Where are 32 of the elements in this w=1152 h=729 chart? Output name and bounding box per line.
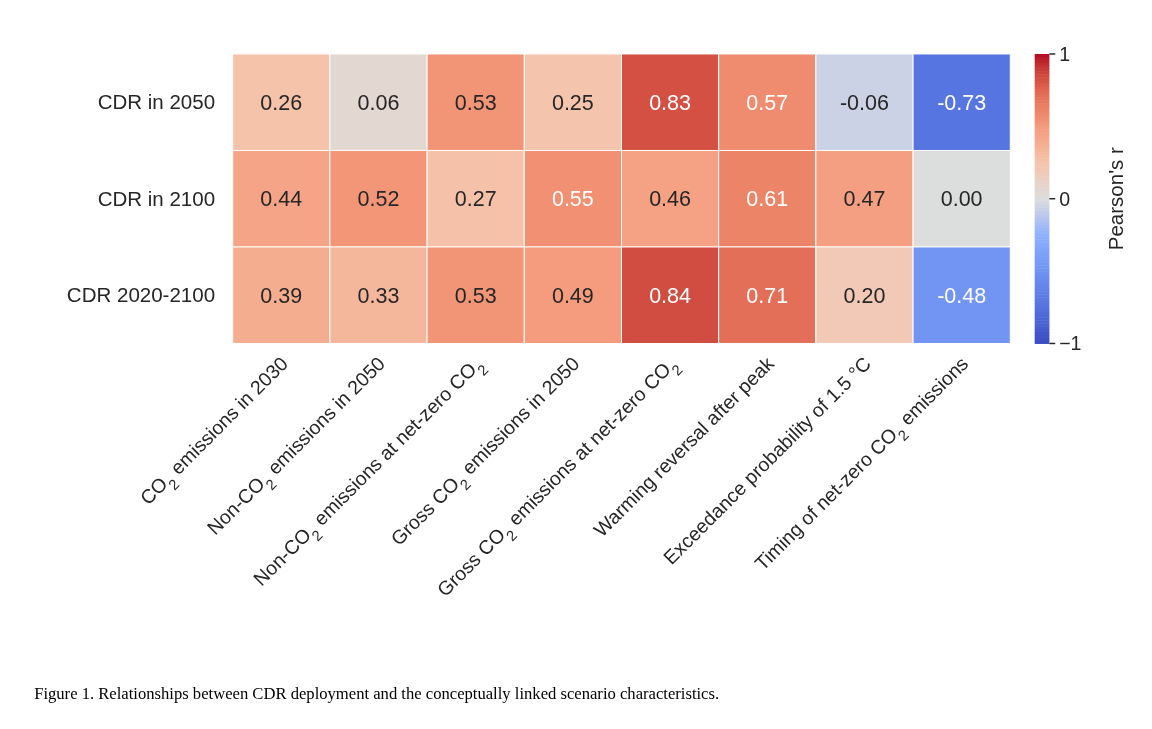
color-bar-label: −1 (1059, 332, 1082, 355)
data-label: 0.33 (357, 283, 400, 308)
data-label: 0.26 (260, 90, 303, 115)
data-label: 0.83 (649, 90, 692, 115)
data-label: 0.84 (649, 283, 692, 308)
color-bar-label: 1 (1059, 42, 1071, 65)
data-label: -0.48 (937, 283, 987, 308)
data-label: 0.27 (454, 187, 497, 212)
data-label: 0.55 (551, 187, 594, 212)
data-label: 0.49 (551, 283, 594, 308)
data-label: 0.71 (746, 283, 789, 308)
data-label: -0.06 (839, 90, 889, 115)
data-label: 0.52 (357, 187, 400, 212)
data-label: -0.73 (937, 90, 987, 115)
data-label: 0.39 (260, 283, 303, 308)
caption: Figure 1. Relationships between CDR deployment and the conceptually linked scenario characteristics. (34, 683, 720, 703)
data-label: 0.25 (551, 90, 594, 115)
color-bar-title: Pearson's r (1103, 147, 1127, 251)
data-label: 0.00 (940, 187, 983, 212)
data-label: 0.44 (260, 187, 303, 212)
y-tick-label: CDR 2020-2100 (66, 283, 216, 307)
data-label: 0.20 (843, 283, 886, 308)
data-label: 0.06 (357, 90, 400, 115)
data-label: 0.53 (454, 90, 497, 115)
data-label: 0.57 (746, 90, 789, 115)
data-label: 0.53 (454, 283, 497, 308)
data-label: 0.47 (843, 187, 886, 212)
y-tick-label: CDR in 2050 (97, 90, 216, 114)
data-label: 0.46 (649, 187, 692, 212)
y-tick-label: CDR in 2100 (97, 186, 216, 210)
data-label: 0.61 (746, 187, 789, 212)
color-bar-label: 0 (1059, 187, 1071, 210)
